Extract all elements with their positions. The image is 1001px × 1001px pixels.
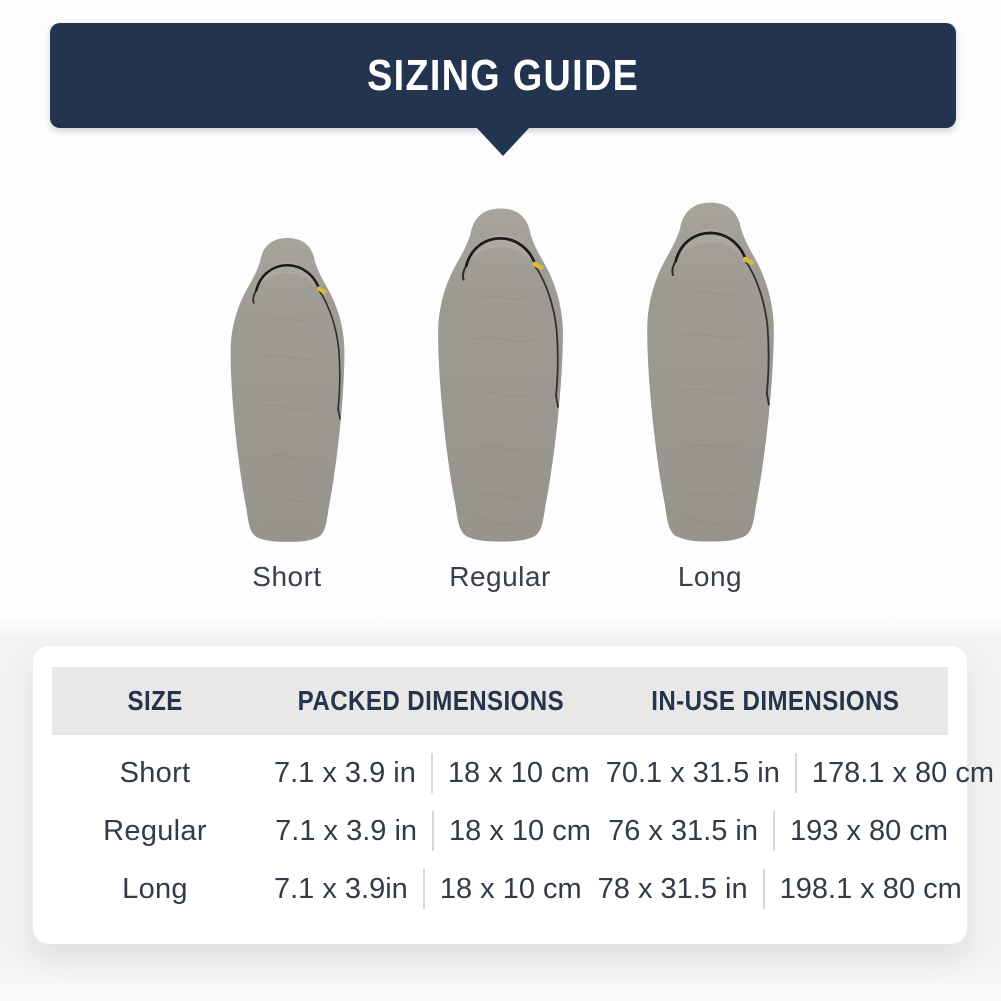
inuse-centimeters-value: 198.1 x 80 cm [779,872,962,905]
banner-pointer-triangle [476,127,530,156]
sleeping-bag-liner-graphic [645,201,776,543]
liner-illustration-long [641,197,780,545]
unit-divider [773,811,776,851]
col-header-size-label: SIZE [127,685,183,716]
unit-divider [762,869,765,909]
table-row-long: Long 7.1 x 3.9in 18 x 10 cm 78 x 31.5 in… [52,867,962,911]
cell-inuse-dimensions: 76 x 31.5 in 193 x 80 cm [592,811,948,851]
sleeping-bag-liner-graphic [229,236,346,544]
col-header-inuse-dimensions: IN-USE DIMENSIONS [603,685,948,717]
liner-illustration-short [225,233,350,545]
unit-divider [432,811,435,851]
col-header-size: SIZE [52,685,258,717]
cell-size: Long [122,872,188,905]
sleeping-bag-liner-graphic [436,207,565,543]
table-header-row: SIZE PACKED DIMENSIONS IN-USE DIMENSIONS [52,667,948,735]
unit-divider [422,869,425,909]
packed-inches-value: 7.1 x 3.9 in [275,814,418,847]
col-header-packed-dimensions: PACKED DIMENSIONS [258,685,603,717]
table-row-regular: Regular 7.1 x 3.9 in 18 x 10 cm 76 x 31.… [52,809,948,853]
inuse-centimeters-value: 193 x 80 cm [790,814,948,847]
packed-centimeters-value: 18 x 10 cm [449,814,591,847]
col-header-inuse-label: IN-USE DIMENSIONS [651,685,900,716]
inuse-inches-value: 78 x 31.5 in [597,872,748,905]
unit-divider [794,753,797,793]
cell-size: Regular [103,814,207,847]
col-header-packed-label: PACKED DIMENSIONS [297,685,564,716]
packed-centimeters-value: 18 x 10 cm [447,756,590,789]
liner-label-short: Short [252,561,322,592]
liner-label-long: Long [677,561,743,592]
unit-divider [430,753,433,793]
inuse-inches-value: 70.1 x 31.5 in [605,756,780,789]
table-row-short: Short 7.1 x 3.9 in 18 x 10 cm 70.1 x 31.… [52,751,994,795]
cell-inuse-dimensions: 78 x 31.5 in 198.1 x 80 cm [582,869,962,909]
cell-packed-dimensions: 7.1 x 3.9in 18 x 10 cm [258,869,582,909]
liner-label-regular: Regular [449,561,551,592]
packed-inches-value: 7.1 x 3.9in [274,872,408,905]
banner: SIZING GUIDE [50,23,956,156]
packed-inches-value: 7.1 x 3.9 in [274,756,416,789]
page-title: SIZING GUIDE [367,50,639,100]
inuse-inches-value: 76 x 31.5 in [608,814,759,847]
table-section-background: SIZE PACKED DIMENSIONS IN-USE DIMENSIONS… [0,616,1001,1001]
inuse-centimeters-value: 178.1 x 80 cm [811,756,995,789]
packed-centimeters-value: 18 x 10 cm [439,872,582,905]
cell-size: Short [119,756,191,789]
cell-inuse-dimensions: 70.1 x 31.5 in 178.1 x 80 cm [590,753,994,793]
cell-packed-dimensions: 7.1 x 3.9 in 18 x 10 cm [258,753,590,793]
liner-illustration-regular [432,203,569,545]
cell-packed-dimensions: 7.1 x 3.9 in 18 x 10 cm [258,811,592,851]
size-table-card: SIZE PACKED DIMENSIONS IN-USE DIMENSIONS… [33,646,994,944]
